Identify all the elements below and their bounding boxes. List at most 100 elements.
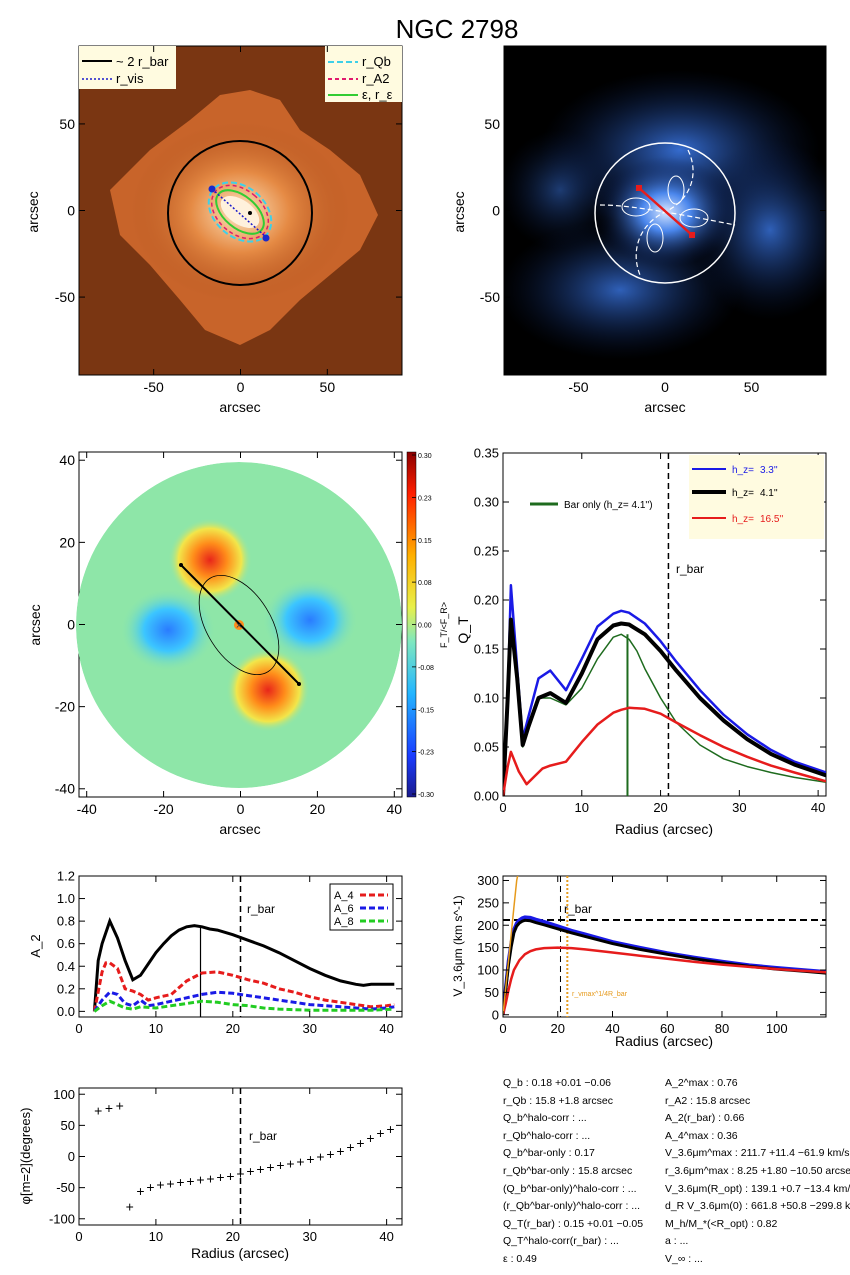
rbar-label: r_bar [247,902,275,916]
a2-profile-panel: 0 10 20 30 40 0.0 0.2 0.4 0.6 0.8 1.0 1.2 r_bar A_4… [28,869,403,1036]
qt-contour [646,223,664,253]
axis-label-x: Radius (arcsec) [615,821,713,837]
legend-item: h_z= 4.1'' [732,488,778,499]
colorbar-tick-label: 0.00 [418,623,432,630]
axis-label-x: arcsec [644,399,685,415]
qt-contour [679,208,709,228]
y-tick-label: -20 [55,699,75,715]
galaxy-core [220,196,260,228]
phase-point: + [236,1165,244,1181]
rbar-label: r_bar [564,902,592,916]
x-tick-label: 0 [661,379,669,395]
y-tick-label: 0 [67,616,75,632]
phase-point: + [216,1169,224,1185]
vcirc-plot [503,876,826,1017]
phase-point: + [136,1183,144,1199]
stat-line: r_Qb : 15.8 +1.8 arcsec [503,1094,614,1107]
y-tick-label: 0.10 [474,691,499,706]
y-tick-label: 1.0 [57,891,75,906]
rbar-label: r_bar [249,1129,277,1143]
y-tick-label: 0 [492,1007,499,1022]
x-tick-label: 10 [149,1021,163,1036]
stat-line: a : ... [665,1235,689,1248]
y-tick-label: -40 [55,781,75,797]
y-tick-label: 0.8 [57,914,75,929]
stat-line: r_Qb^bar-only : 15.8 arcsec [503,1164,633,1177]
phase-point: + [166,1175,174,1191]
stat-line: V_3.6μm(R_opt) : 139.1 +0.7 −13.4 km/s [665,1182,850,1195]
a2-profile-plot [92,876,395,1017]
qt-contour [621,197,651,217]
legend-item: A_6 [334,903,354,915]
qt-contour [667,175,685,205]
two-rbar-circle [167,140,313,286]
rbar-label: r_bar [676,562,704,576]
stat-line: (Q_b^bar-only)^halo-corr : ... [503,1182,637,1195]
x-tick-label: 0 [499,800,506,815]
qt-profile-axes: 0 10 20 30 40 0.00 0.05 0.10 0.15 0.20 0.25 0.30 0.3… [474,446,826,815]
a2-profile-axes: 0 10 20 30 40 0.0 0.2 0.4 0.6 0.8 1.0 1.2 [57,869,402,1036]
y-tick-label: 0.00 [474,789,499,804]
axis-label-y: φ[m=2](degrees) [18,1108,33,1205]
colorbar-tick-label: -0.30 [418,792,434,799]
stat-line: A_2^max : 0.76 [665,1077,738,1089]
x-tick-label: 100 [766,1021,788,1036]
vcirc-series-line [503,946,826,1016]
axis-label-x: arcsec [219,821,260,837]
phase-panel: + + +++ + + + + + + + + + + + + + + + + + + + + + + + + + 0 10 20 30 40… [18,1087,403,1261]
phase-point: + [156,1177,164,1193]
legend-item: A_8 [334,916,354,928]
y-tick-label: 0.30 [474,495,499,510]
legend-item: r_vis [116,71,144,86]
y-tick-label: 150 [477,940,499,955]
map-lobe-positive [168,518,252,602]
colorbar-tick-label: 0.15 [418,538,432,545]
y-tick-label: 50 [484,116,500,132]
x-tick-label: 40 [811,800,825,815]
x-tick-label: 50 [320,379,336,395]
y-tick-label: 50 [59,116,75,132]
image-right-axes: -50 0 50 -50 0 50 [480,46,826,395]
stat-line: d_R V_3.6μm(0) : 661.8 +50.8 −299.8 km/s… [665,1200,850,1213]
rqb-ellipse [207,181,273,243]
axis-label-x: Radius (arcsec) [615,1033,713,1049]
stat-line: Q_b^bar-only : 0.17 [503,1147,595,1160]
x-tick-label: 0 [499,1021,506,1036]
x-tick-label: 20 [310,801,326,817]
y-tick-label: -50 [480,289,500,305]
stat-line: r_Qb^halo-corr : ... [503,1129,591,1142]
y-tick-label: 0.6 [57,936,75,951]
phase-point: + [256,1161,264,1177]
stat-line: A_2(r_bar) : 0.66 [665,1112,745,1125]
axis-label-y: arcsec [25,191,41,232]
colorbar-tick-label: -0.08 [418,665,434,672]
phase-point: + [276,1157,284,1173]
phase-point: + [306,1151,314,1167]
axis-label-y: arcsec [27,604,43,645]
axis-label-x: Radius (arcsec) [191,1245,289,1261]
x-tick-label: 40 [379,1229,393,1244]
stat-line: A_4^max : 0.36 [665,1129,738,1142]
qt-series-line [503,706,826,796]
phase-point: + [94,1102,102,1118]
y-tick-label: 0.05 [474,740,499,755]
bar-end-dot [262,234,270,242]
phase-point: + [286,1155,294,1171]
qt-profile-panel: 0 10 20 30 40 0.00 0.05 0.10 0.15 0.20 0.25 0.30 0.3… [455,446,827,837]
phase-point: + [376,1125,384,1141]
bar-end-dot [208,185,216,193]
y-tick-label: 250 [477,895,499,910]
phase-point: + [116,1097,124,1113]
a2-series-line [92,961,395,1012]
y-tick-label: -50 [55,289,75,305]
x-tick-label: 60 [660,1021,674,1036]
colorbar-tick-label: 0.08 [418,580,432,587]
x-tick-label: 30 [732,800,746,815]
phase-point: + [296,1153,304,1169]
a2-series-line [93,990,395,1013]
axis-label-y: A_2 [28,934,43,957]
bar-end-marker [636,185,642,191]
legend-item: A_4 [334,890,354,902]
x-tick-label: 40 [379,1021,393,1036]
x-tick-label: 20 [551,1021,565,1036]
